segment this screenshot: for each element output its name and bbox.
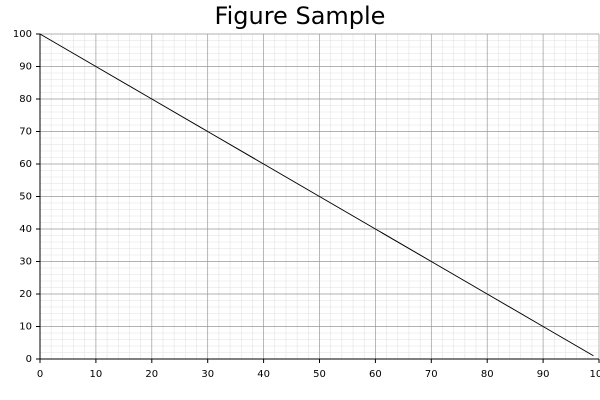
x-tick-label: 40 bbox=[257, 369, 270, 380]
y-tick-label: 100 bbox=[13, 29, 32, 40]
y-tick-label: 60 bbox=[19, 159, 32, 170]
y-tick-label: 30 bbox=[19, 257, 32, 268]
y-tick-label: 0 bbox=[26, 354, 32, 365]
chart-title: Figure Sample bbox=[215, 2, 386, 30]
y-tick-label: 50 bbox=[19, 192, 32, 203]
x-tick-label: 90 bbox=[537, 369, 550, 380]
y-tick-label: 40 bbox=[19, 224, 32, 235]
x-tick-label: 50 bbox=[313, 369, 326, 380]
x-tick-label: 20 bbox=[145, 369, 158, 380]
y-tick-label: 20 bbox=[19, 289, 32, 300]
x-tick-label: 80 bbox=[481, 369, 494, 380]
x-tick-label: 0 bbox=[37, 369, 43, 380]
data-line bbox=[39, 33, 594, 357]
x-tick-label: 10 bbox=[90, 369, 103, 380]
x-tick-label: 60 bbox=[369, 369, 382, 380]
x-tick-label: 70 bbox=[425, 369, 438, 380]
y-tick-label: 10 bbox=[19, 322, 32, 333]
y-tick-label: 90 bbox=[19, 62, 32, 73]
y-tick-label: 80 bbox=[19, 94, 32, 105]
y-tick-label: 70 bbox=[19, 127, 32, 138]
x-tick-label: 100 bbox=[589, 369, 600, 380]
x-tick-label: 30 bbox=[201, 369, 214, 380]
